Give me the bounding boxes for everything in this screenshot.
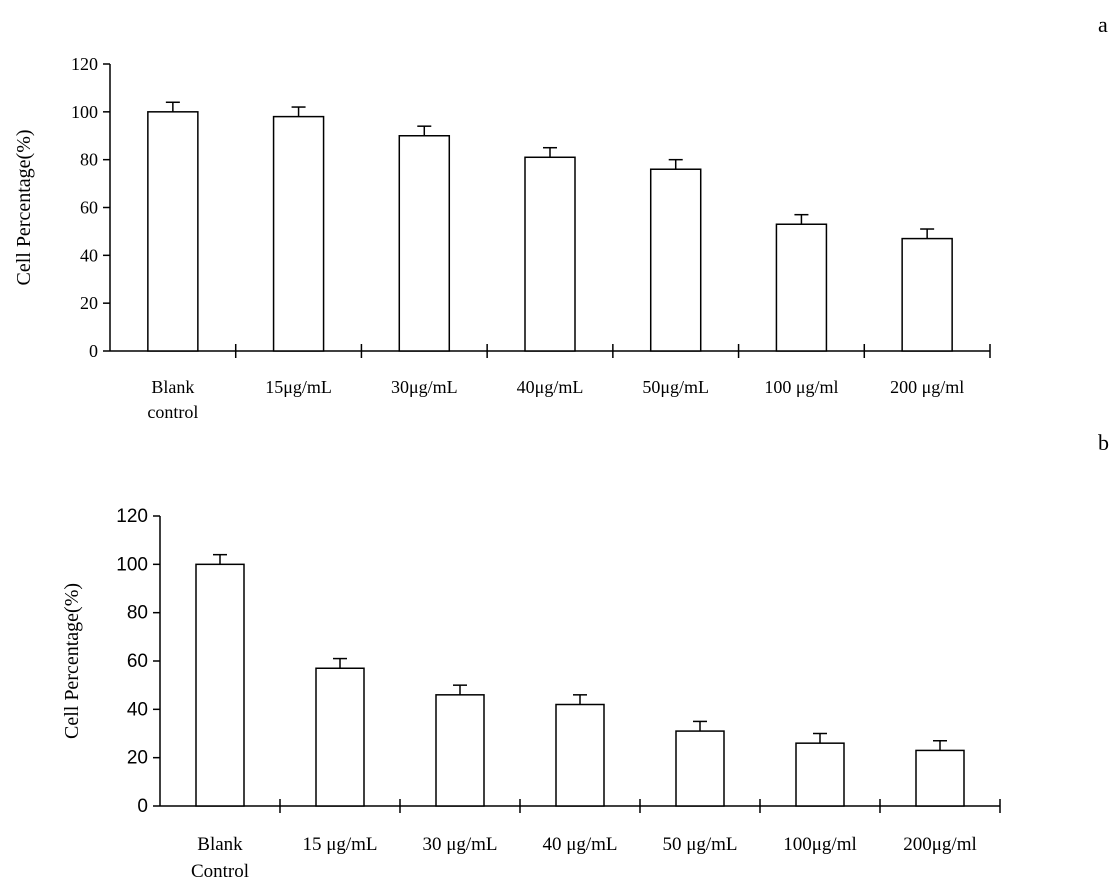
panel-label-b: b [1098, 430, 1109, 455]
bar [195, 563, 245, 807]
y-axis-label: Cell Percentage(%) [13, 129, 35, 285]
x-category-label: 200 μg/ml [890, 377, 964, 397]
x-category-label: 15 μg/mL [302, 834, 377, 855]
y-tick-label: 120 [71, 54, 98, 74]
x-category-label: 50 μg/mL [662, 834, 737, 855]
bar [915, 749, 965, 807]
y-tick-label: 40 [127, 699, 148, 720]
bar [555, 703, 605, 807]
y-tick-label: 20 [127, 748, 148, 769]
x-category-label: 30μg/mL [391, 377, 458, 397]
y-tick-label: 20 [80, 293, 98, 313]
bar [524, 156, 576, 352]
chart-b: 0 20 40 60 80 100 120 Cell Percentage(%) Blank Co… [61, 506, 1001, 882]
bar [435, 694, 485, 807]
bar [147, 111, 199, 352]
x-category-label: 15μg/mL [265, 377, 332, 397]
bar [901, 237, 953, 352]
x-category-label: 40 μg/mL [542, 834, 617, 855]
bar [675, 730, 725, 807]
bar [795, 742, 845, 807]
x-category-label: 50μg/mL [642, 377, 709, 397]
y-tick-label: 100 [71, 102, 98, 122]
y-tick-label: 60 [127, 651, 148, 672]
x-category-label: 100μg/ml [783, 834, 857, 855]
bar [315, 667, 365, 807]
x-category-label: Blank control [147, 377, 198, 422]
y-tick-label: 80 [80, 150, 98, 170]
x-category-label: 200μg/ml [903, 834, 977, 855]
x-category-label: Blank Control [191, 834, 249, 882]
x-category-label: 40μg/mL [517, 377, 584, 397]
bar [272, 115, 325, 352]
y-tick-label: 80 [127, 603, 148, 624]
panel-label-a: a [1098, 12, 1108, 37]
x-category-label: 100 μg/ml [764, 377, 838, 397]
bar [775, 223, 828, 352]
y-tick-label: 120 [116, 506, 148, 527]
y-tick-label: 40 [80, 245, 98, 265]
y-tick-label: 0 [137, 796, 148, 817]
y-axis-label: Cell Percentage(%) [61, 583, 83, 739]
bar [649, 168, 702, 352]
y-tick-label: 0 [89, 341, 98, 361]
y-tick-label: 100 [116, 554, 148, 575]
chart-a: 0 20 40 60 80 100 120 Cell Percentage(%) Blank co… [13, 54, 991, 422]
y-tick-label: 60 [80, 198, 98, 218]
x-category-label: 30 μg/mL [422, 834, 497, 855]
bar [398, 135, 451, 352]
